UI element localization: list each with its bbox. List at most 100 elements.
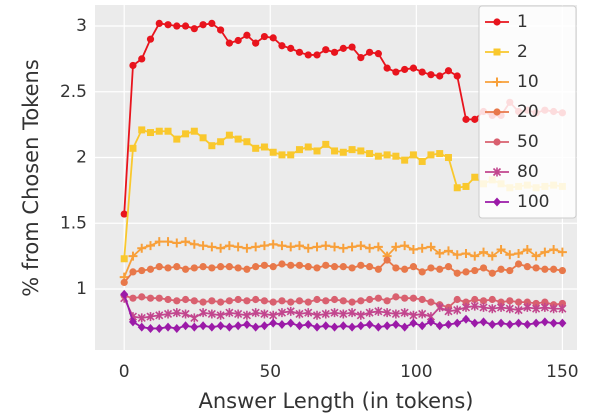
marker <box>453 184 461 192</box>
marker <box>322 297 330 305</box>
marker <box>146 265 155 273</box>
marker <box>189 239 199 249</box>
series <box>120 289 567 333</box>
marker <box>532 318 541 328</box>
marker <box>251 242 261 252</box>
marker <box>217 138 225 146</box>
marker <box>295 146 303 154</box>
marker <box>435 248 445 258</box>
marker <box>374 306 383 316</box>
marker <box>453 269 461 277</box>
marker <box>146 241 156 251</box>
series <box>119 237 567 282</box>
marker <box>365 295 374 304</box>
marker <box>303 243 313 253</box>
marker <box>514 248 524 258</box>
marker <box>252 263 260 271</box>
marker <box>493 18 501 26</box>
marker <box>462 182 470 190</box>
marker <box>392 68 400 76</box>
marker <box>401 294 409 302</box>
marker <box>295 261 304 269</box>
marker <box>120 255 128 263</box>
marker <box>523 263 531 271</box>
marker <box>234 321 243 331</box>
marker <box>330 295 339 304</box>
marker <box>383 64 391 72</box>
marker <box>269 263 277 271</box>
marker <box>164 322 173 332</box>
marker <box>286 318 295 328</box>
y-tick-label: 1.5 <box>60 213 87 233</box>
marker <box>313 322 322 332</box>
marker <box>549 304 558 314</box>
marker <box>155 263 163 271</box>
marker <box>304 263 312 271</box>
marker <box>409 151 417 159</box>
marker <box>374 322 383 332</box>
marker <box>163 309 173 319</box>
marker <box>426 242 436 252</box>
marker <box>531 251 541 261</box>
marker <box>269 318 278 328</box>
x-tick-label: 150 <box>546 362 578 382</box>
marker <box>505 250 515 260</box>
marker <box>373 242 383 252</box>
marker <box>427 151 435 159</box>
marker <box>234 295 242 304</box>
marker <box>225 39 233 47</box>
marker <box>400 241 410 251</box>
marker <box>493 197 501 207</box>
marker <box>155 310 164 320</box>
marker <box>173 135 181 143</box>
marker <box>418 295 426 304</box>
marker <box>409 318 418 328</box>
marker <box>522 245 532 255</box>
marker <box>234 309 243 319</box>
marker <box>558 266 566 275</box>
marker <box>224 241 234 251</box>
marker <box>277 308 287 318</box>
marker <box>401 156 409 164</box>
marker <box>190 297 198 305</box>
marker <box>435 321 444 331</box>
marker <box>409 263 418 271</box>
marker <box>427 264 435 272</box>
marker <box>260 143 268 151</box>
marker <box>295 48 304 56</box>
legend-label: 1 <box>517 12 528 32</box>
marker <box>321 321 330 331</box>
marker <box>199 134 207 142</box>
marker <box>173 263 181 271</box>
marker <box>496 302 506 312</box>
marker <box>348 322 357 332</box>
marker <box>417 243 427 253</box>
marker <box>365 48 374 56</box>
marker <box>487 251 497 261</box>
marker <box>138 266 146 275</box>
series <box>120 291 566 312</box>
marker <box>260 309 269 319</box>
marker <box>278 151 286 159</box>
marker <box>408 245 418 255</box>
marker <box>181 237 191 247</box>
marker <box>225 308 234 318</box>
marker <box>479 302 488 312</box>
marker <box>383 151 391 159</box>
marker <box>286 306 295 316</box>
marker <box>207 309 216 319</box>
marker <box>287 261 295 269</box>
marker <box>532 304 541 314</box>
marker <box>155 294 163 302</box>
marker <box>138 126 146 134</box>
marker <box>252 295 260 304</box>
marker <box>146 323 155 333</box>
marker <box>199 21 207 29</box>
marker <box>312 242 322 252</box>
marker <box>357 297 365 305</box>
marker <box>278 260 286 268</box>
marker <box>259 241 269 251</box>
marker <box>129 268 137 276</box>
marker <box>488 319 497 329</box>
marker <box>356 321 365 331</box>
